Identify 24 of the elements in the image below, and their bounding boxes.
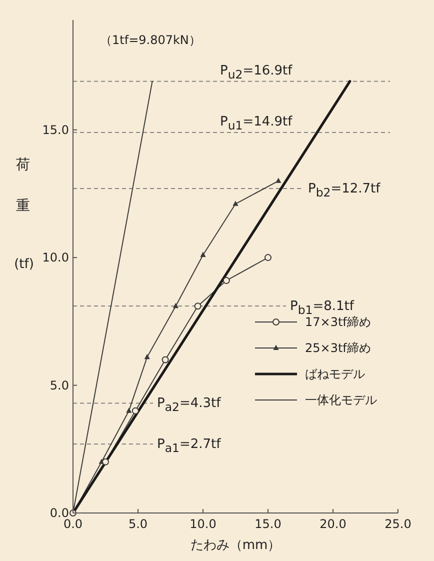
text: (tf) [14, 257, 34, 272]
y-tick-label: 10.0 [42, 250, 69, 265]
annotation: （1tf=9.807kN） [100, 33, 201, 47]
ref-line-label: P$_{a1}$=2.7tf [157, 437, 222, 455]
legend-label: 17×3tf締め [305, 315, 371, 329]
ref-line-label: P$_{b2}$=12.7tf [308, 182, 381, 200]
y-tick-label: 5.0 [50, 378, 69, 392]
x-tick-label: 0.0 [63, 517, 83, 531]
legend-label: ばねモデル [305, 367, 365, 381]
y-tick-label: 0.0 [50, 506, 69, 520]
legend-label: 25×3tf締め [305, 341, 371, 355]
x-tick-label: 10.0 [190, 517, 216, 531]
legend-label: 一体化モデル [305, 393, 377, 407]
x-axis-title: たわみ（mm） [190, 538, 281, 553]
x-tick-label: 20.0 [320, 517, 346, 531]
ref-line-label: P$_{a2}$=4.3tf [157, 396, 222, 414]
y-tick-label: 15.0 [42, 122, 69, 137]
x-tick-label: 25.0 [384, 517, 412, 531]
text: 荷重 [16, 157, 30, 214]
ref-line-label: P$_{b1}$=8.1tf [290, 299, 354, 317]
x-tick-label: 5.0 [128, 517, 148, 531]
ref-line-label: P$_{u1}$=14.9tf [220, 114, 293, 132]
ref-line-label: P$_{u2}$=16.9tf [220, 63, 293, 81]
x-tick-label: 15.0 [254, 517, 282, 531]
